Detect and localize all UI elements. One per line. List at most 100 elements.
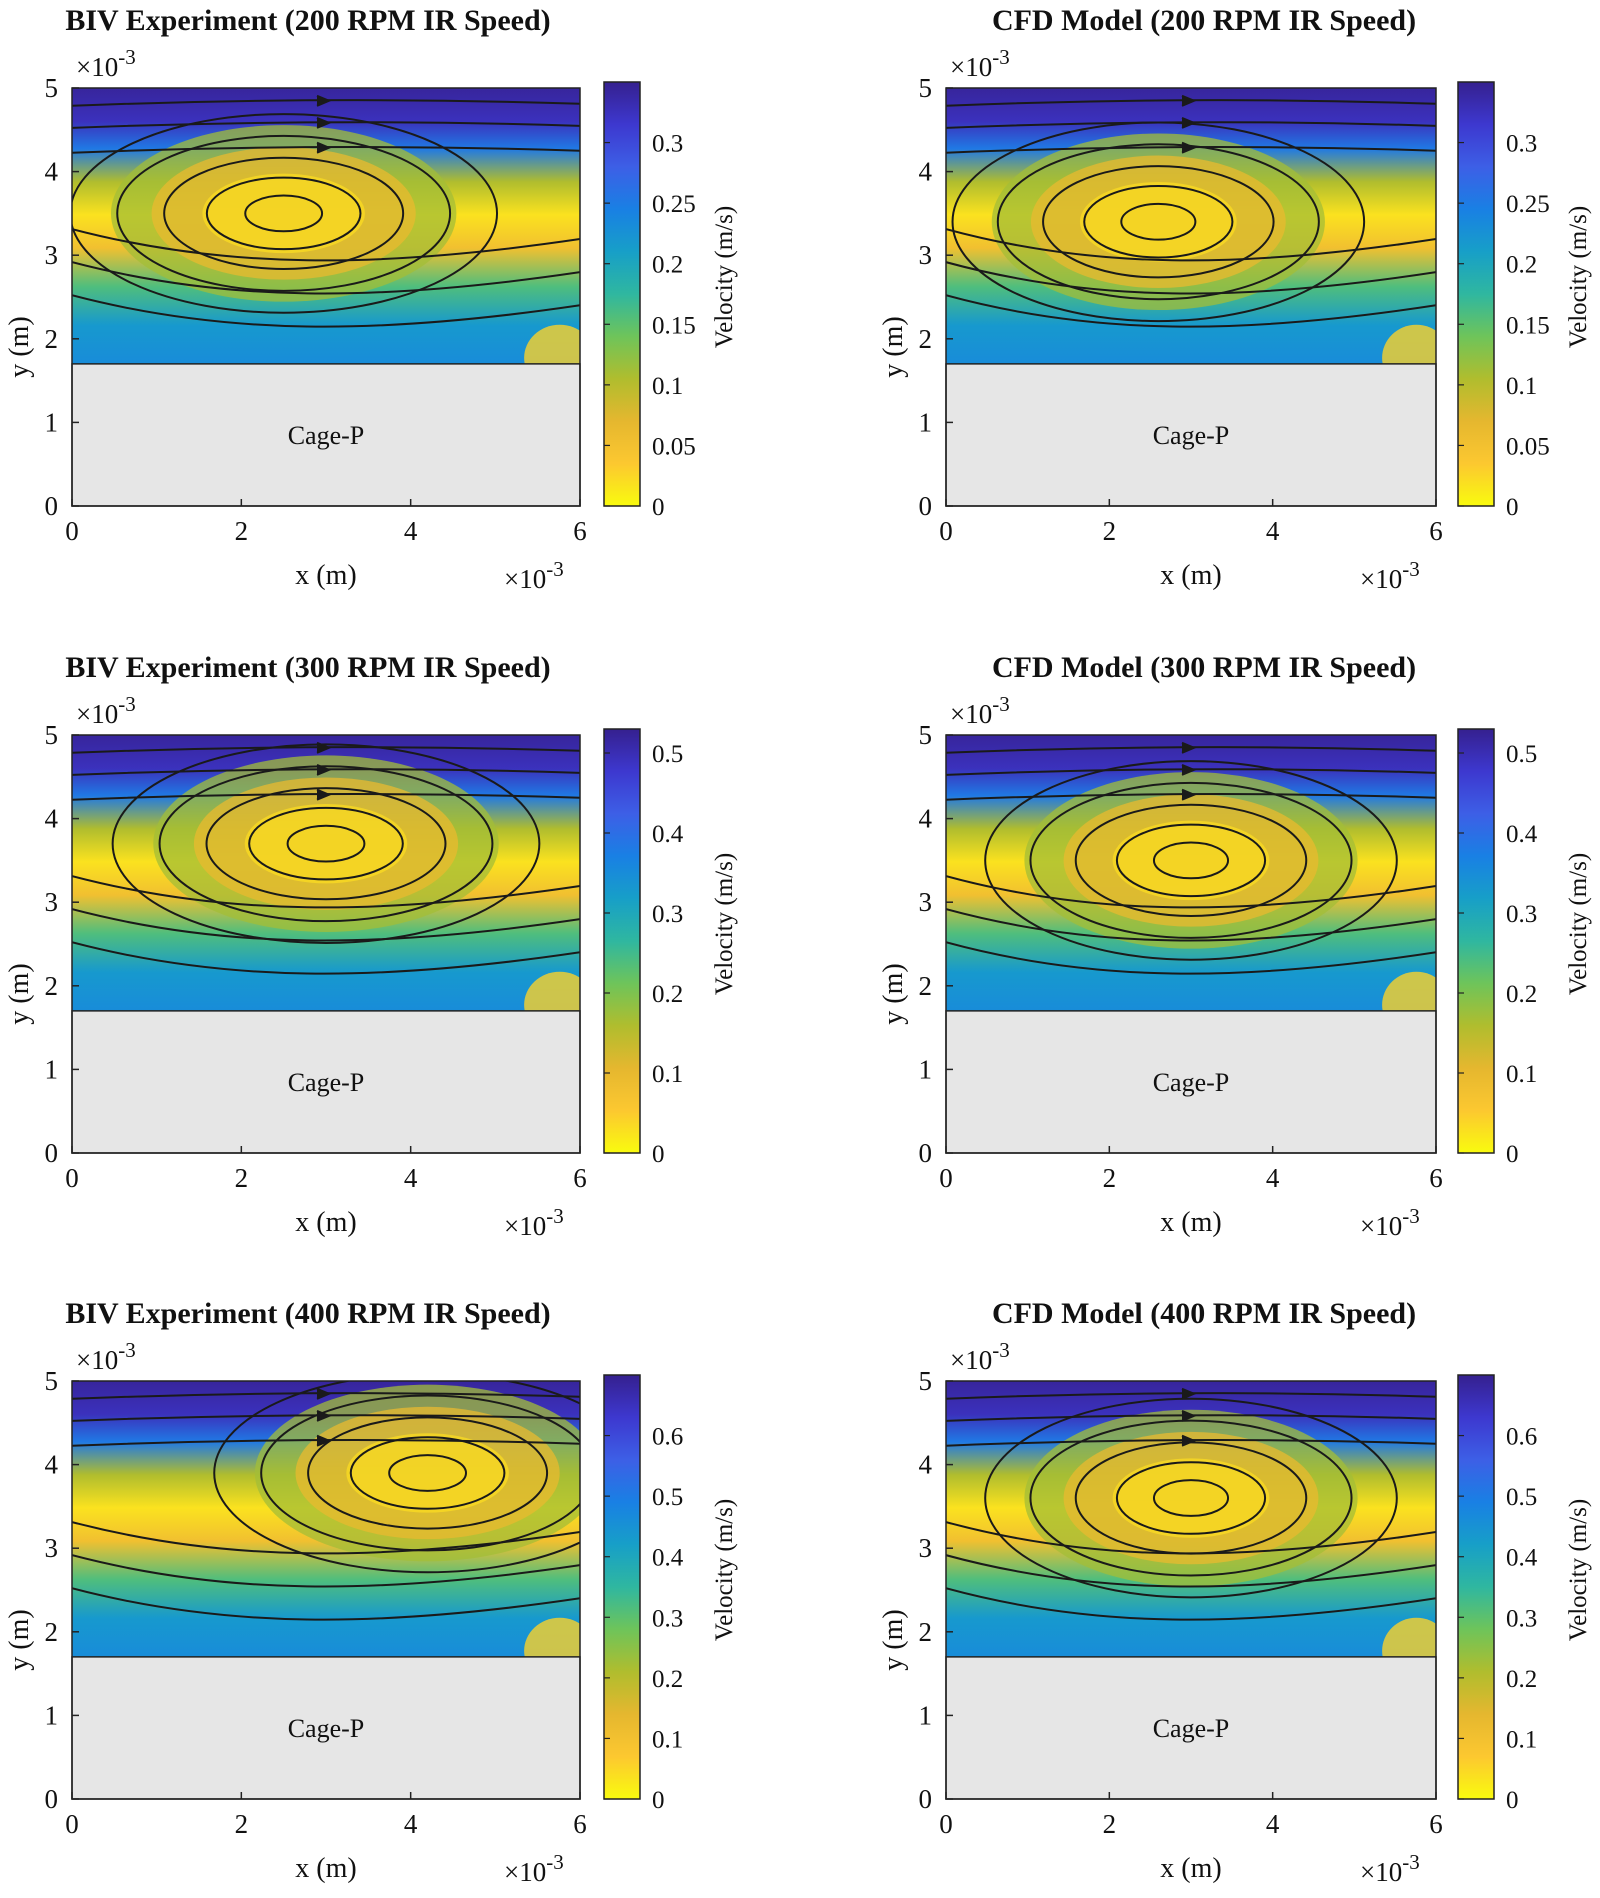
streamlines (946, 94, 1436, 328)
streamline-loop (1115, 823, 1267, 898)
colorbar-tick-label: 0.15 (1506, 312, 1550, 339)
x-tick-label: 0 (939, 1163, 953, 1193)
streamline (946, 228, 1436, 262)
x-exponent-base: ×10 (504, 564, 546, 594)
axes-frame (71, 87, 581, 507)
streamline-loop (984, 1397, 1398, 1599)
y-exponent-power: -3 (118, 1338, 136, 1362)
panel-0: Cage-P BIV Experiment (200 RPM IR Speed) 0… (4, 4, 738, 594)
y-exponent-base: ×10 (76, 1345, 118, 1375)
x-exponent-power: -3 (546, 1204, 564, 1228)
streamline (72, 294, 580, 328)
colorbar-tick-label: 0 (652, 494, 665, 521)
y-tick-label: 1 (45, 407, 59, 437)
velocity-contour (346, 1433, 509, 1513)
y-tick-label: 1 (45, 1054, 59, 1084)
x-exponent: ×10-3 (1360, 1850, 1420, 1887)
cage-label: Cage-P (1153, 421, 1230, 450)
velocity-contour (1112, 1458, 1270, 1538)
cage-label: Cage-P (288, 421, 365, 450)
velocity-contour (1382, 971, 1436, 1011)
velocity-field (946, 88, 1436, 364)
colorbar-tick-label: 0.4 (1506, 821, 1538, 848)
y-exponent-base: ×10 (76, 699, 118, 729)
colorbar-tick-label: 0.3 (1506, 1605, 1537, 1632)
y-tick-label: 1 (919, 407, 933, 437)
x-exponent-power: -3 (1402, 557, 1420, 581)
velocity-contour (244, 803, 408, 884)
x-tick-label: 2 (1103, 516, 1117, 546)
streamline-loop (996, 143, 1320, 301)
x-exponent-base: ×10 (1360, 1857, 1402, 1887)
x-tick-label: 2 (235, 1163, 249, 1193)
y-tick-label: 3 (919, 887, 933, 917)
streamline-loop (260, 1394, 580, 1552)
x-exponent-base: ×10 (504, 1857, 546, 1887)
axes-frame (945, 1380, 1437, 1800)
colorbar-tick-label: 0.5 (652, 1484, 683, 1511)
streamline-arrow (1181, 94, 1197, 107)
colorbar-tick-label: 0.1 (652, 1061, 683, 1088)
chart-title: CFD Model (400 RPM IR Speed) (992, 1297, 1416, 1330)
y-exponent-power: -3 (118, 692, 136, 716)
colorbar-tick-label: 0.1 (1506, 1726, 1537, 1753)
streamline (946, 294, 1436, 328)
colorbar-tick-label: 0.5 (652, 741, 683, 768)
y-tick-label: 5 (45, 73, 59, 103)
x-axis-label: x (m) (295, 560, 356, 591)
streamlines (72, 94, 580, 328)
streamline-arrow (316, 94, 332, 107)
colorbar-tick-label: 0.2 (652, 252, 683, 279)
streamline-loop (286, 824, 366, 863)
x-axis-label: x (m) (1160, 1207, 1221, 1238)
y-tick-label: 0 (45, 1138, 59, 1168)
streamline-arrow (1181, 1409, 1197, 1422)
panel-4: Cage-P BIV Experiment (400 RPM IR Speed) 0… (4, 1297, 738, 1887)
x-axis-label: x (m) (295, 1853, 356, 1884)
colorbar-tick-label: 0.3 (652, 1605, 683, 1632)
y-exponent-base: ×10 (950, 699, 992, 729)
x-tick-label: 2 (1103, 1163, 1117, 1193)
colorbar-tick-label: 0.2 (1506, 252, 1537, 279)
velocity-field (72, 735, 580, 1011)
axes-frame (71, 734, 581, 1154)
x-exponent-power: -3 (546, 1850, 564, 1874)
colorbar-tick-label: 0 (652, 1787, 665, 1814)
streamline-arrow (316, 141, 332, 154)
streamline-loop (1115, 1461, 1267, 1535)
streamline (72, 1414, 580, 1422)
streamline (946, 746, 1436, 754)
velocity-contour (1382, 324, 1436, 364)
streamline (72, 121, 580, 129)
streamline-loop (388, 1454, 468, 1492)
colorbar-label: Velocity (m/s) (1565, 1499, 1592, 1641)
colorbar-tick-label: 0.3 (1506, 901, 1537, 928)
colorbar-tick-label: 0.1 (1506, 1061, 1537, 1088)
streamline (72, 746, 580, 754)
y-axis-label: y (m) (4, 316, 35, 377)
y-tick-label: 4 (45, 1450, 59, 1480)
y-tick-label: 2 (919, 324, 933, 354)
x-exponent: ×10-3 (1360, 557, 1420, 594)
streamline (946, 261, 1436, 295)
colorbar-tick-label: 0.2 (1506, 1666, 1537, 1693)
streamline (72, 1439, 580, 1447)
x-tick-label: 4 (404, 1809, 418, 1839)
colorbar-tick-label: 0.5 (1506, 741, 1537, 768)
x-exponent-base: ×10 (1360, 564, 1402, 594)
streamline-arrow (316, 116, 332, 129)
x-axis-label: x (m) (1160, 560, 1221, 591)
streamline (946, 1414, 1436, 1422)
streamline (72, 1587, 580, 1621)
streamline-loop (951, 121, 1366, 323)
panel-5: Cage-P CFD Model (400 RPM IR Speed) 0 2 4 6 0 1… (878, 1297, 1592, 1887)
streamline (72, 1521, 580, 1555)
streamline-arrow (1181, 788, 1197, 801)
colorbar-tick-label: 0.2 (652, 1666, 683, 1693)
streamline (946, 99, 1436, 107)
chart-title: CFD Model (300 RPM IR Speed) (992, 651, 1416, 684)
colorbar-tick-label: 0.1 (652, 373, 683, 400)
streamline (946, 793, 1436, 801)
y-exponent-power: -3 (992, 45, 1010, 69)
colorbar-tick-label: 0.6 (1506, 1424, 1537, 1451)
